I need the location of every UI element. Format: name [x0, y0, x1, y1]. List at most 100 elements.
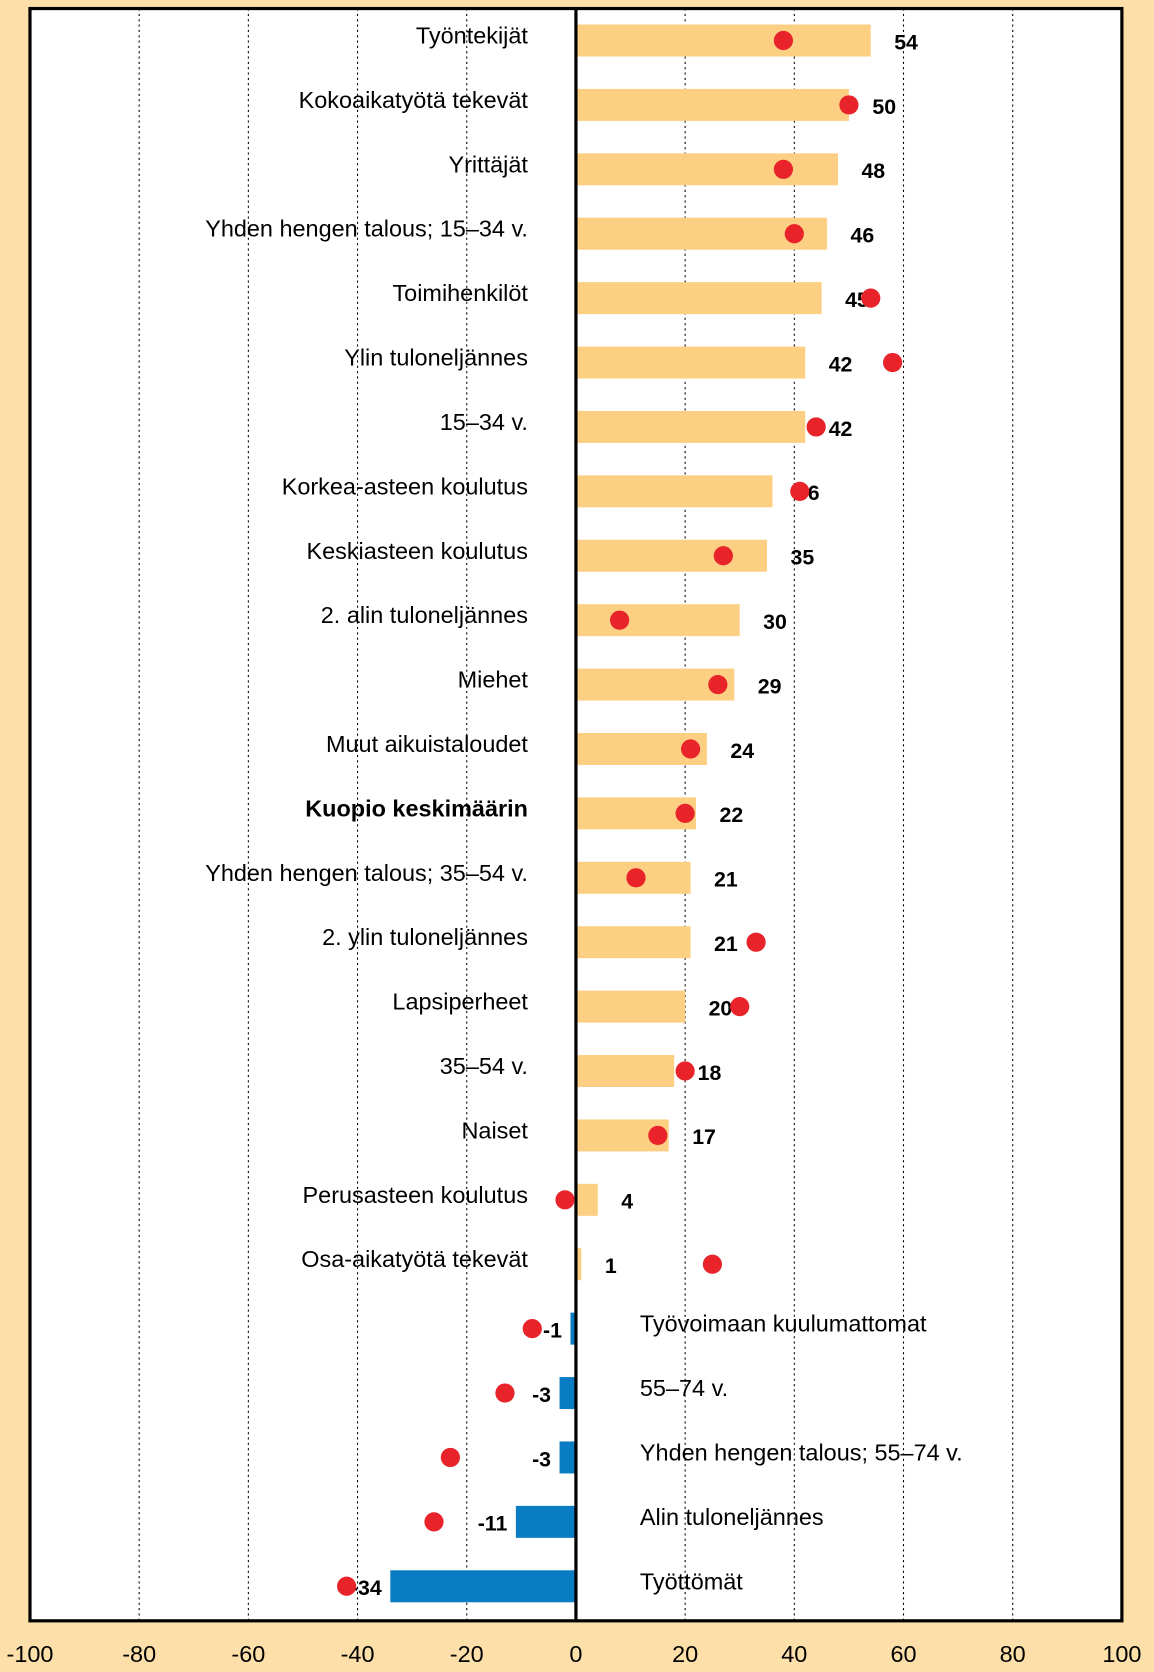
value-label: -1 — [543, 1318, 562, 1342]
bar — [575, 410, 806, 443]
x-tick-label: 20 — [672, 1641, 698, 1667]
value-label: 21 — [714, 868, 738, 892]
value-label: 17 — [692, 1125, 716, 1149]
value-label: 30 — [763, 610, 787, 634]
category-label: Yhden hengen talous; 15–34 v. — [205, 216, 528, 242]
value-label: 21 — [714, 932, 738, 956]
category-label: 2. ylin tuloneljännes — [322, 924, 528, 950]
value-label: 54 — [894, 30, 918, 54]
x-tick-label: 60 — [890, 1641, 916, 1667]
category-label: Osa-aikatyötä tekevät — [301, 1246, 528, 1272]
value-label: 22 — [720, 803, 744, 827]
category-label: 35–54 v. — [440, 1053, 528, 1079]
dot — [440, 1447, 460, 1468]
dot — [610, 610, 630, 630]
x-tick-label: 40 — [781, 1641, 807, 1667]
bar — [390, 1570, 576, 1603]
category-label: Yhden hengen talous; 35–54 v. — [205, 860, 528, 886]
dot — [680, 739, 701, 759]
value-label: 48 — [861, 159, 885, 183]
category-label: Naiset — [462, 1117, 529, 1143]
bar — [575, 926, 691, 959]
x-tick-label: 80 — [1000, 1641, 1026, 1667]
category-label: Yrittäjät — [448, 151, 528, 177]
bar — [575, 668, 735, 701]
x-tick-label: 100 — [1102, 1641, 1141, 1667]
bar — [575, 539, 768, 572]
category-label: Työntekijät — [416, 23, 529, 49]
dot — [555, 1190, 575, 1210]
value-label: 18 — [698, 1061, 722, 1085]
value-label: -3 — [532, 1447, 551, 1471]
bar — [575, 282, 822, 315]
dot — [495, 1383, 515, 1403]
bar — [570, 1312, 576, 1345]
value-label: 46 — [851, 224, 875, 248]
dot — [746, 932, 766, 952]
dot — [648, 1125, 668, 1146]
category-label: Alin tuloneljännes — [640, 1504, 824, 1530]
category-label: Miehet — [458, 667, 529, 693]
x-tick-label: -20 — [450, 1641, 484, 1667]
bar — [575, 1055, 675, 1088]
bar — [575, 88, 849, 121]
category-label: Korkea-asteen koulutus — [282, 473, 528, 499]
dot — [522, 1319, 542, 1339]
dot — [730, 997, 750, 1017]
bar — [575, 475, 773, 508]
category-label: Kuopio keskimäärin — [305, 795, 528, 821]
value-label: 42 — [829, 352, 853, 376]
value-label: 4 — [621, 1190, 633, 1214]
dot — [675, 803, 695, 823]
dot — [713, 546, 733, 566]
category-label: 15–34 v. — [440, 409, 528, 435]
bar — [575, 990, 686, 1023]
bar — [575, 24, 871, 57]
bar — [575, 153, 838, 186]
category-label: Työttömät — [640, 1568, 743, 1594]
category-label: Perusasteen koulutus — [303, 1182, 528, 1208]
frame — [28, 6, 1124, 1623]
dot — [337, 1576, 357, 1596]
bar — [559, 1377, 576, 1410]
bar — [575, 346, 806, 379]
dot — [626, 868, 646, 888]
bar — [575, 604, 740, 637]
x-tick-label: -40 — [341, 1641, 375, 1667]
category-label: Toimihenkilöt — [392, 280, 528, 306]
value-label: -34 — [351, 1576, 382, 1600]
value-label: -11 — [478, 1512, 508, 1536]
bar — [575, 1248, 582, 1281]
bar — [575, 1183, 598, 1216]
category-label: Kokoaikatyötä tekevät — [299, 87, 529, 113]
dot — [773, 159, 793, 179]
bar — [559, 1441, 576, 1474]
value-label: 1 — [605, 1254, 617, 1278]
x-tick-label: -80 — [122, 1641, 156, 1667]
x-tick-label: 0 — [569, 1641, 582, 1667]
dot — [790, 481, 810, 501]
x-tick-label: -60 — [231, 1641, 265, 1667]
category-label: Keskiasteen koulutus — [306, 538, 528, 564]
category-label: Työvoimaan kuulumattomat — [640, 1311, 927, 1337]
dot — [675, 1061, 695, 1081]
dot — [708, 674, 728, 695]
value-label: 20 — [709, 996, 733, 1020]
category-label: Yhden hengen talous; 55–74 v. — [640, 1439, 963, 1465]
x-tick-label: -100 — [7, 1641, 54, 1667]
dot — [784, 224, 804, 244]
value-label: 24 — [730, 739, 754, 763]
value-label: 35 — [790, 546, 814, 570]
dot — [424, 1512, 444, 1532]
value-label: 29 — [758, 674, 782, 698]
bar — [515, 1505, 576, 1538]
value-label: 50 — [872, 95, 896, 119]
category-label: Lapsiperheet — [392, 989, 528, 1015]
dot — [861, 288, 881, 308]
category-label: Ylin tuloneljännes — [344, 345, 528, 371]
dot — [882, 352, 903, 373]
value-label: -3 — [532, 1383, 551, 1407]
dot — [839, 95, 859, 115]
category-label: 55–74 v. — [640, 1375, 728, 1401]
